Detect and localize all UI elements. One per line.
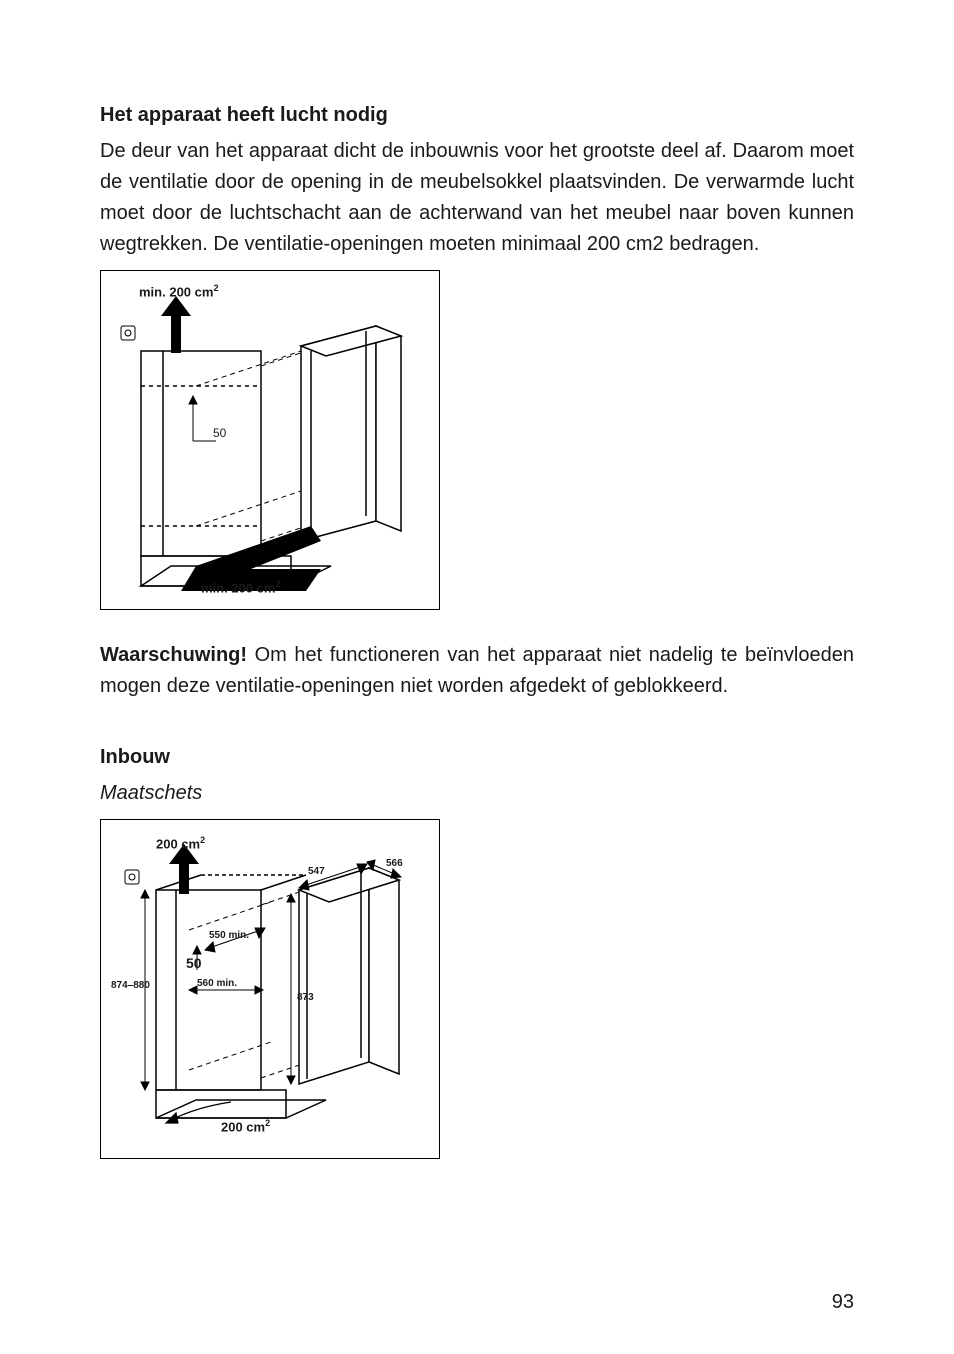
figure-ventilation: min. 200 cm2 xyxy=(100,270,440,610)
section2-sub: Maatschets xyxy=(100,778,854,809)
fig2-width-min: 560 min. xyxy=(197,978,237,989)
fig2-depth-min: 550 min. xyxy=(209,930,249,941)
fig1-bottom-label: min. 200 cm xyxy=(201,580,275,595)
fig2-top-label: 200 cm xyxy=(156,836,200,851)
fig2-diagram xyxy=(101,820,441,1160)
section1-body: De deur van het apparaat dicht de inbouw… xyxy=(100,136,854,260)
fig2-appliance-w: 566 xyxy=(386,858,403,869)
section1-heading: Het apparaat heeft lucht nodig xyxy=(100,100,854,130)
fig1-top-label: min. 200 cm xyxy=(139,284,213,299)
fig1-diagram xyxy=(101,271,441,611)
fig1-top-sup: 2 xyxy=(213,283,218,293)
fig2-appliance-h: 873 xyxy=(297,992,314,1003)
page-number: 93 xyxy=(832,1291,854,1314)
section2-heading: Inbouw xyxy=(100,742,854,772)
page: Het apparaat heeft lucht nodig De deur v… xyxy=(0,0,954,1199)
fig2-height-range: 874–880 xyxy=(111,980,150,991)
warning-paragraph: Waarschuwing! Om het functioneren van he… xyxy=(100,640,854,702)
warning-lead: Waarschuwing! xyxy=(100,644,247,666)
fig2-top-sup: 2 xyxy=(200,835,205,845)
fig2-bottom-sup: 2 xyxy=(265,1118,270,1128)
fig2-appliance-d: 547 xyxy=(308,866,325,877)
fig1-gap-label: 50 xyxy=(213,426,226,440)
fig1-bottom-sup: 2 xyxy=(275,579,280,589)
figure-dimensions: 200 cm2 xyxy=(100,819,440,1159)
fig2-bottom-label: 200 cm xyxy=(221,1119,265,1134)
fig2-gap: 50 xyxy=(186,955,202,971)
